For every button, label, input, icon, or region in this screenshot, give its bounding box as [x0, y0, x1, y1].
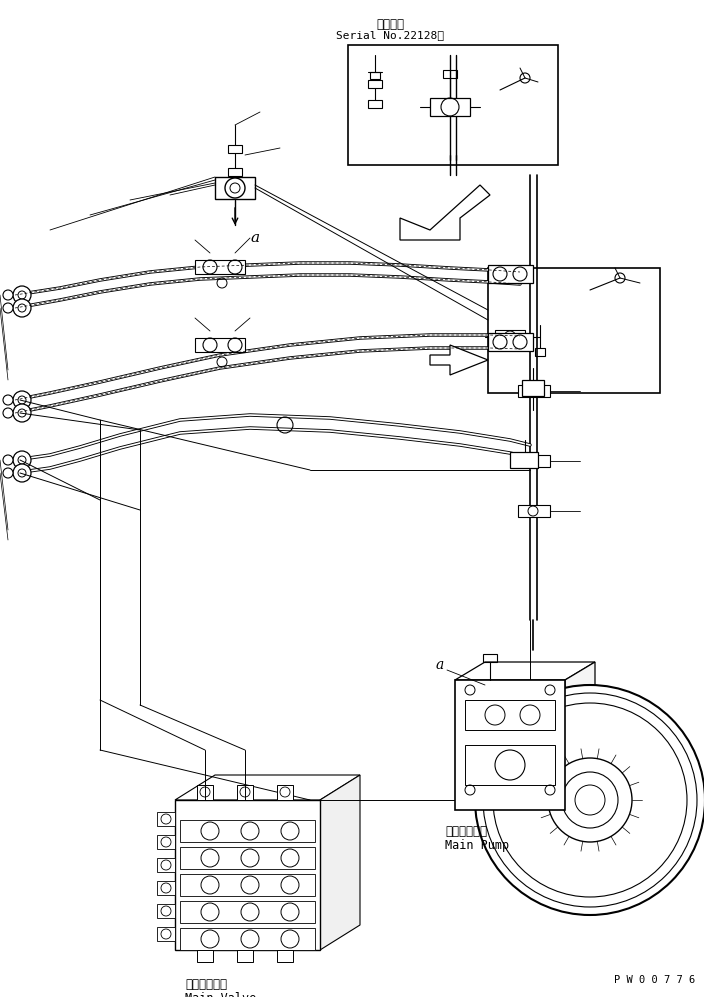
Bar	[195, 338, 245, 352]
Bar	[495, 330, 525, 344]
Text: Serial No.22128～: Serial No.22128～	[336, 30, 444, 40]
Polygon shape	[455, 662, 595, 680]
Bar	[488, 333, 533, 351]
Bar	[488, 268, 660, 393]
Circle shape	[18, 304, 26, 312]
Bar	[228, 145, 242, 153]
Bar	[488, 265, 533, 283]
Bar	[157, 858, 175, 872]
Circle shape	[18, 291, 26, 299]
Bar	[157, 881, 175, 895]
Bar	[348, 45, 558, 165]
Polygon shape	[320, 775, 360, 950]
Circle shape	[3, 468, 13, 478]
Circle shape	[3, 395, 13, 405]
Circle shape	[18, 469, 26, 477]
Bar	[455, 680, 565, 810]
Bar	[197, 785, 213, 800]
Bar	[277, 950, 293, 962]
Bar	[277, 785, 293, 800]
Bar	[518, 385, 550, 397]
Bar	[518, 505, 550, 517]
Bar	[180, 847, 315, 869]
Circle shape	[225, 178, 245, 198]
Polygon shape	[430, 345, 488, 375]
Bar	[180, 901, 315, 923]
Circle shape	[475, 685, 704, 915]
Circle shape	[18, 396, 26, 404]
Polygon shape	[565, 662, 595, 810]
Circle shape	[13, 451, 31, 469]
Circle shape	[3, 408, 13, 418]
Bar	[197, 950, 213, 962]
Text: a: a	[250, 231, 259, 245]
Bar	[195, 260, 245, 274]
Polygon shape	[175, 775, 360, 800]
Bar	[483, 654, 497, 662]
Text: a: a	[436, 658, 444, 672]
Circle shape	[13, 299, 31, 317]
Text: Main Valve: Main Valve	[185, 992, 256, 997]
Bar	[175, 800, 320, 950]
Bar	[465, 745, 555, 785]
Circle shape	[18, 456, 26, 464]
Text: P W 0 0 7 7 6: P W 0 0 7 7 6	[614, 975, 695, 985]
Bar	[510, 452, 538, 468]
Bar	[518, 455, 550, 467]
Text: メインポンプ: メインポンプ	[445, 825, 487, 838]
Bar	[465, 700, 555, 730]
Circle shape	[18, 409, 26, 417]
Circle shape	[3, 303, 13, 313]
Bar	[157, 904, 175, 918]
Bar	[180, 928, 315, 950]
Bar	[370, 72, 380, 79]
Bar	[368, 80, 382, 88]
Bar	[215, 177, 255, 199]
Circle shape	[3, 455, 13, 465]
Bar	[228, 168, 242, 176]
Circle shape	[3, 290, 13, 300]
Circle shape	[13, 464, 31, 482]
Text: Main Pump: Main Pump	[445, 839, 509, 852]
Bar	[237, 950, 253, 962]
Bar	[522, 380, 544, 396]
Circle shape	[13, 404, 31, 422]
Text: メインバルブ: メインバルブ	[185, 978, 227, 991]
Text: 適用号機: 適用号機	[376, 18, 404, 31]
Bar	[535, 348, 545, 356]
Bar	[237, 785, 253, 800]
Circle shape	[13, 391, 31, 409]
Bar	[180, 820, 315, 842]
Circle shape	[13, 286, 31, 304]
Bar	[430, 98, 470, 116]
Bar	[368, 100, 382, 108]
Bar	[157, 812, 175, 826]
Bar	[180, 874, 315, 896]
Bar	[157, 927, 175, 941]
Polygon shape	[400, 185, 490, 240]
Bar	[157, 835, 175, 849]
Bar	[443, 70, 457, 78]
